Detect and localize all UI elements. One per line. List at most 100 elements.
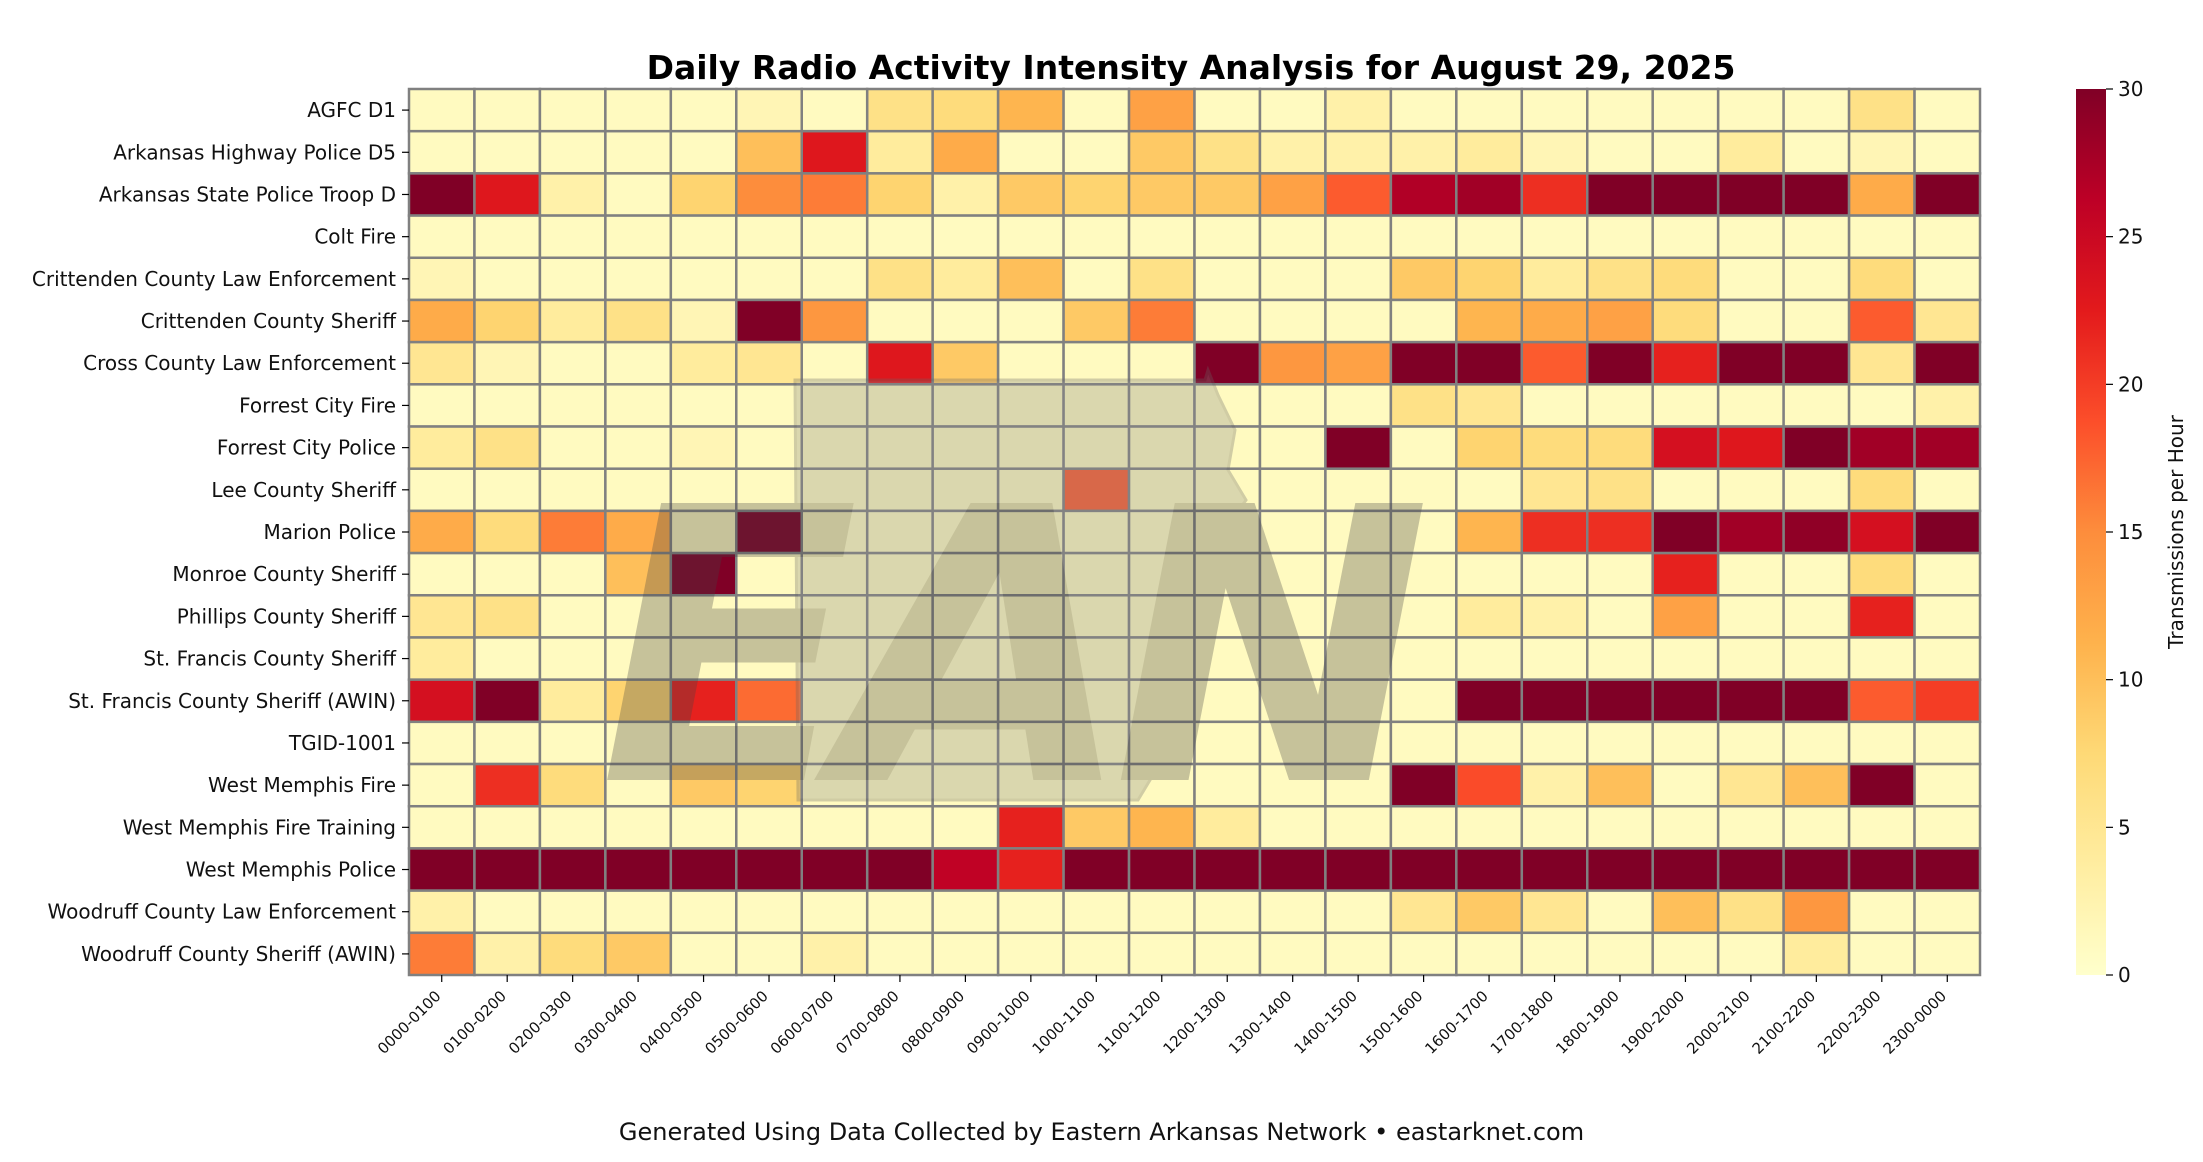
heatmap-cell [1782, 762, 1851, 808]
column-label: 0700-0800 [832, 987, 903, 1058]
row-label: Colt Fire [314, 225, 396, 249]
heatmap-cell [1782, 636, 1851, 681]
heatmap-cell [931, 256, 1000, 302]
heatmap-cell [931, 214, 1000, 260]
heatmap-cell [1913, 804, 1982, 850]
heatmap-cell [1127, 214, 1196, 260]
heatmap-cell [1716, 87, 1785, 133]
heatmap-cell [1520, 340, 1589, 386]
heatmap-cell [473, 214, 542, 260]
heatmap-cell [1193, 383, 1262, 428]
heatmap-cell [1651, 636, 1720, 681]
colorbar-tick-label: 5 [2118, 815, 2131, 839]
heatmap-cell [865, 340, 934, 386]
heatmap-cell [1389, 383, 1458, 428]
heatmap-cell [1716, 298, 1785, 344]
heatmap-cell [1520, 298, 1589, 344]
heatmap-cell [1193, 931, 1262, 977]
heatmap-cell [1258, 931, 1327, 977]
heatmap-cell [473, 383, 542, 428]
heatmap-cell [865, 804, 934, 850]
heatmap-cell [669, 256, 738, 302]
heatmap-cell [538, 594, 607, 639]
heatmap-cell [1586, 594, 1654, 639]
heatmap-cell [800, 889, 869, 935]
heatmap-cell [407, 214, 476, 260]
row-label: Crittenden County Law Enforcement [32, 267, 396, 291]
heatmap-cell [1586, 425, 1654, 470]
heatmap-cell [1651, 594, 1720, 639]
heatmap-cell [538, 931, 607, 977]
heatmap-cell [407, 720, 476, 766]
heatmap-cell [1586, 129, 1654, 175]
heatmap-cell [1193, 256, 1262, 302]
colorbar-label: Transmissions per Hour [2164, 414, 2188, 650]
heatmap-cell [604, 931, 673, 977]
heatmap-cell [1716, 889, 1785, 935]
heatmap-cell [1913, 762, 1982, 808]
heatmap-cell [800, 172, 869, 217]
heatmap-cell [1520, 762, 1589, 808]
row-label: Monroe County Sheriff [172, 562, 397, 586]
heatmap-cell [1324, 340, 1393, 386]
heatmap-cell [1193, 467, 1262, 513]
row-label: Woodruff County Law Enforcement [48, 900, 397, 924]
heatmap-cell [1062, 172, 1131, 217]
heatmap-cell [1716, 931, 1785, 977]
heatmap-cell [1389, 889, 1458, 935]
column-label: 0500-0600 [701, 987, 772, 1058]
column-label: 1100-1200 [1094, 987, 1165, 1058]
heatmap-cell [1520, 383, 1589, 428]
heatmap-cell [407, 551, 476, 597]
heatmap-cell [1520, 87, 1589, 133]
heatmap-cell [1913, 509, 1982, 555]
heatmap-cell [1127, 256, 1196, 302]
column-label: 1000-1100 [1029, 987, 1100, 1058]
heatmap-cell [931, 467, 1000, 513]
heatmap-cell [1193, 889, 1262, 935]
heatmap-cell [1389, 87, 1458, 133]
heatmap-cell [1651, 425, 1720, 470]
heatmap-cell [1913, 931, 1982, 977]
heatmap-cell [604, 804, 673, 850]
heatmap-cell [604, 678, 673, 724]
heatmap-cell [1847, 467, 1916, 513]
heatmap-cell [1716, 425, 1785, 470]
heatmap-cell [1716, 551, 1785, 597]
heatmap-cell [538, 340, 607, 386]
heatmap-cell [1193, 847, 1262, 892]
heatmap-cell [1716, 214, 1785, 260]
heatmap-cell [1651, 551, 1720, 597]
heatmap-cell [996, 636, 1065, 681]
heatmap-cell [1258, 172, 1327, 217]
heatmap-cell [1062, 87, 1131, 133]
heatmap-cell [1847, 594, 1916, 639]
heatmap-cell [931, 594, 1000, 639]
heatmap-cell [865, 931, 934, 977]
heatmap-cell [1913, 889, 1982, 935]
heatmap-cell [1455, 509, 1524, 555]
heatmap-cell [996, 87, 1065, 133]
column-label: 0200-0300 [505, 987, 576, 1058]
heatmap-cell [1847, 425, 1916, 470]
heatmap-cell [1651, 509, 1720, 555]
heatmap-cell [604, 889, 673, 935]
column-label: 0100-0200 [439, 987, 510, 1058]
heatmap-cell [1913, 340, 1982, 386]
heatmap-cell [473, 340, 542, 386]
heatmap-cell [1913, 551, 1982, 597]
heatmap-cell [407, 636, 476, 681]
heatmap-cell [1520, 551, 1589, 597]
heatmap-cell [1782, 594, 1851, 639]
heatmap-cell [1258, 129, 1327, 175]
heatmap-cell [996, 340, 1065, 386]
heatmap-cell [735, 847, 804, 892]
heatmap-cell [538, 636, 607, 681]
heatmap-cell [1782, 551, 1851, 597]
heatmap-cell [1847, 256, 1916, 302]
heatmap-cell [1651, 720, 1720, 766]
heatmap-cell [669, 340, 738, 386]
heatmap-cell [1062, 889, 1131, 935]
heatmap-cell [1847, 509, 1916, 555]
heatmap-cell [1716, 847, 1785, 892]
